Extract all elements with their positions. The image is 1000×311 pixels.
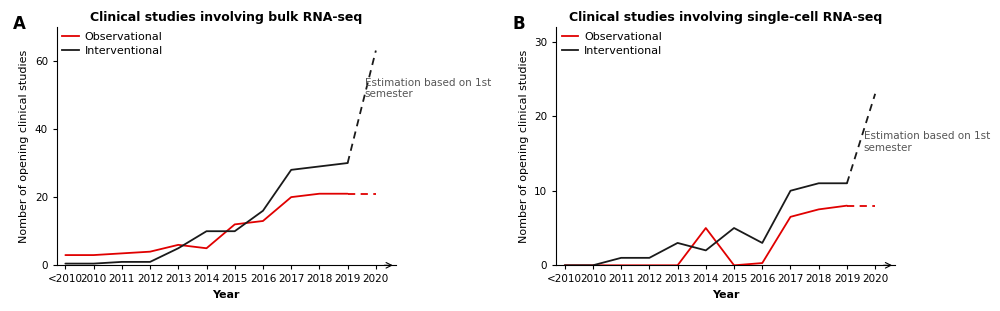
Y-axis label: Nomber of opening clinical studies: Nomber of opening clinical studies — [519, 49, 529, 243]
Y-axis label: Nomber of opening clinical studies: Nomber of opening clinical studies — [19, 49, 29, 243]
Text: B: B — [512, 15, 525, 33]
Text: Estimation based on 1st
semester: Estimation based on 1st semester — [365, 78, 491, 100]
Text: A: A — [13, 15, 26, 33]
Title: Clinical studies involving single-cell RNA-seq: Clinical studies involving single-cell R… — [569, 11, 882, 24]
X-axis label: Year: Year — [213, 290, 240, 300]
Text: Estimation based on 1st
semester: Estimation based on 1st semester — [864, 131, 990, 153]
Legend: Observational, Interventional: Observational, Interventional — [562, 32, 662, 56]
Legend: Observational, Interventional: Observational, Interventional — [62, 32, 163, 56]
Title: Clinical studies involving bulk RNA-seq: Clinical studies involving bulk RNA-seq — [90, 11, 362, 24]
X-axis label: Year: Year — [712, 290, 739, 300]
